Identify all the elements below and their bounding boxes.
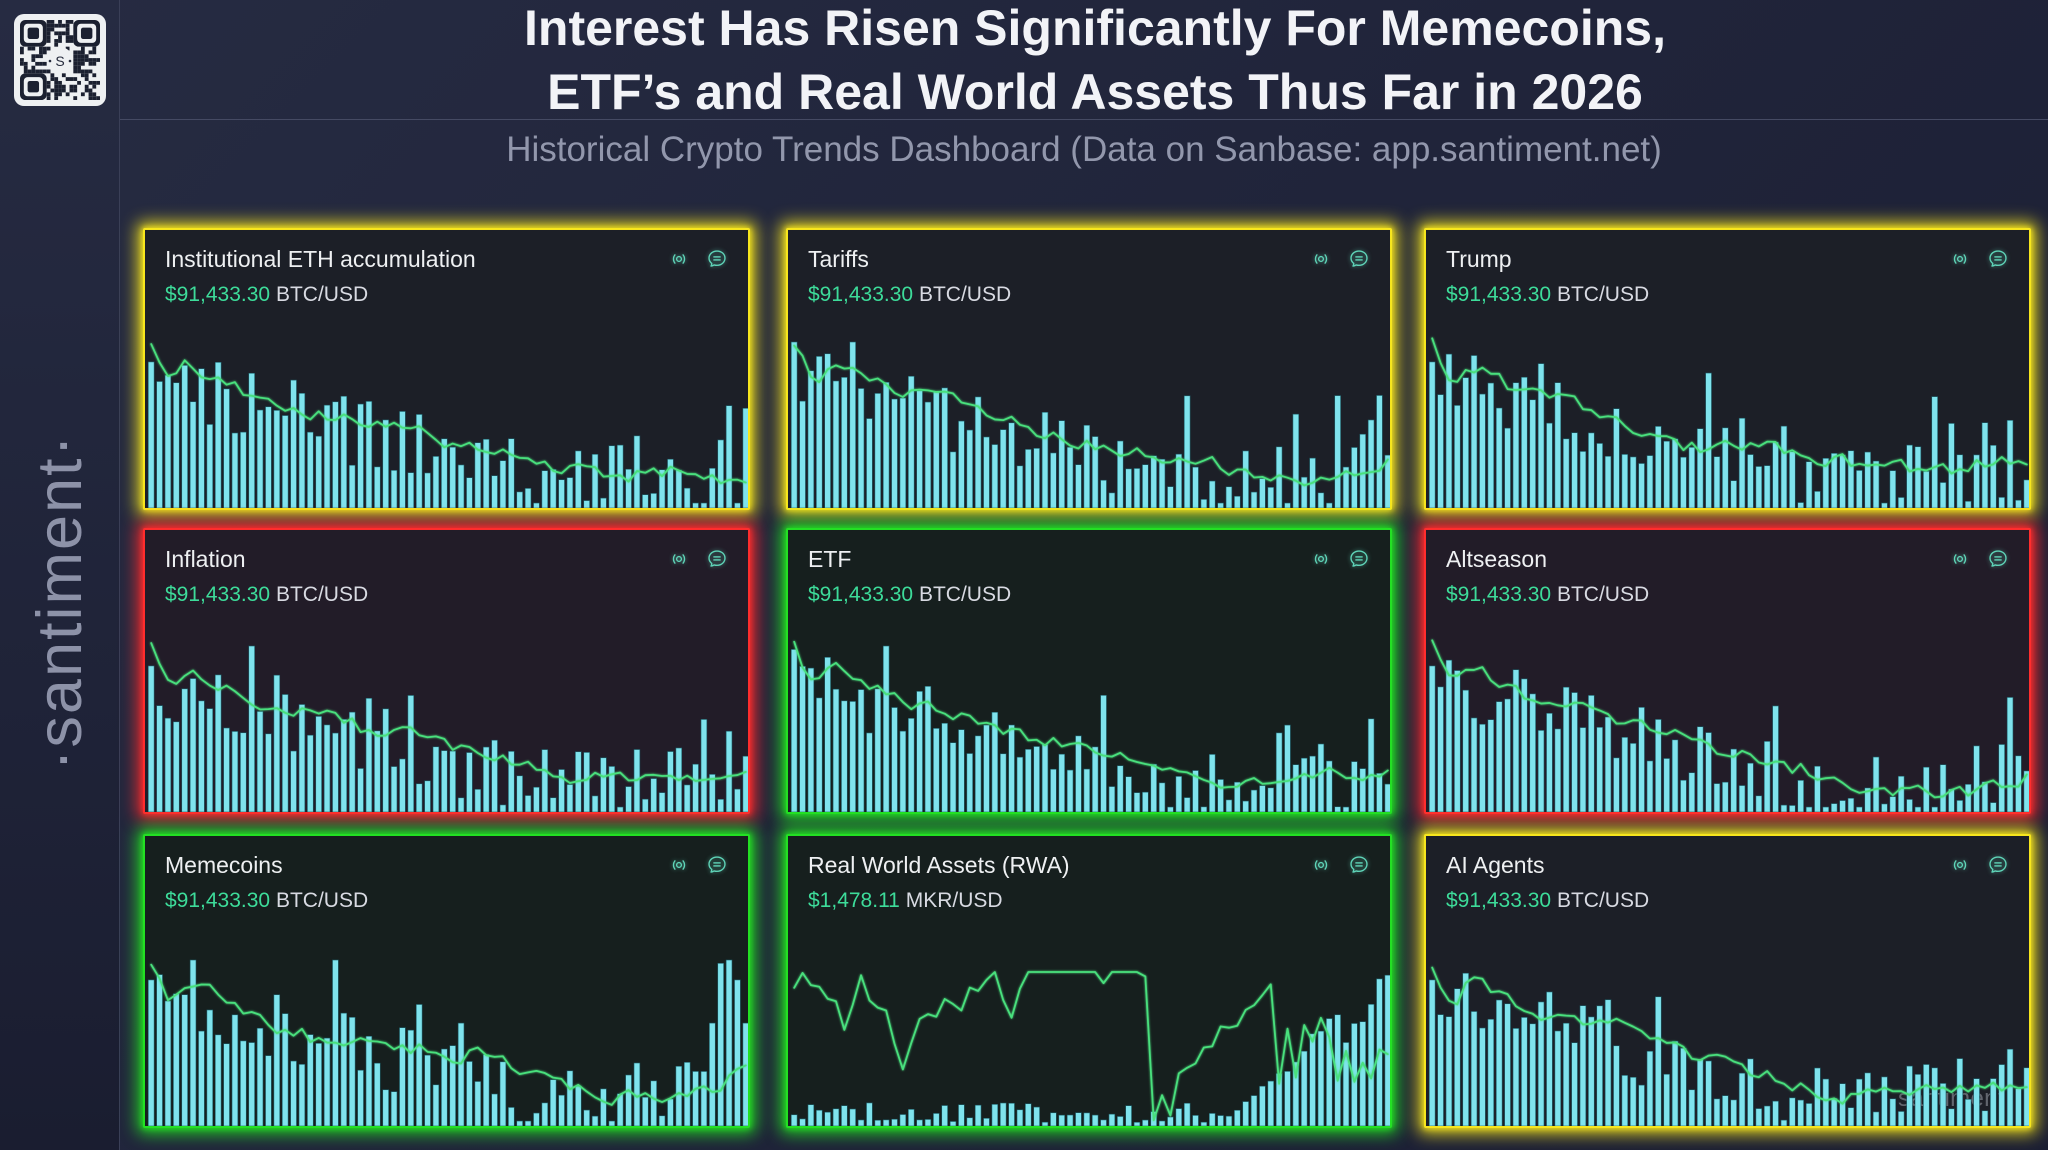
svg-text:S: S [55,53,64,69]
